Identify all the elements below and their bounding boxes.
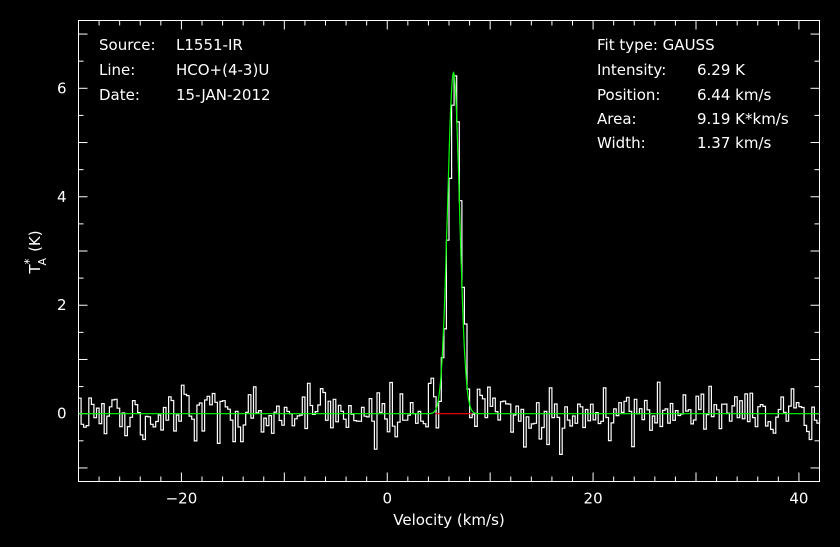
fit-value-width: 1.37 km/s bbox=[697, 134, 772, 152]
gaussian-fit-line bbox=[78, 71, 819, 415]
y-axis-label-unit: (K) bbox=[26, 230, 44, 252]
y-axis-label-star: * bbox=[22, 258, 36, 264]
fit-value-position: 6.44 km/s bbox=[697, 86, 772, 104]
tick-labels: −20 0 20 40 0 2 4 6 bbox=[57, 79, 809, 507]
info-value-date: 15-JAN-2012 bbox=[176, 86, 271, 104]
axis-ticks bbox=[78, 20, 820, 482]
info-key-source: Source: bbox=[99, 36, 156, 54]
plot-frame bbox=[78, 20, 820, 482]
y-tick-label: 4 bbox=[57, 188, 67, 206]
source-info: Source: L1551-IR Line: HCO+(4-3)U Date: … bbox=[99, 36, 271, 104]
x-axis-label: Velocity (km/s) bbox=[393, 511, 504, 529]
x-tick-label: −20 bbox=[166, 490, 198, 508]
fit-key-position: Position: bbox=[597, 86, 660, 104]
y-axis-label-sub: A bbox=[36, 257, 49, 265]
info-value-source: L1551-IR bbox=[176, 36, 243, 54]
x-tick-label: 40 bbox=[789, 490, 808, 508]
y-tick-label: 6 bbox=[57, 79, 67, 97]
fit-value-intensity: 6.29 K bbox=[697, 61, 746, 79]
fit-key-width: Width: bbox=[597, 134, 646, 152]
x-tick-label: 20 bbox=[584, 490, 603, 508]
info-value-line: HCO+(4-3)U bbox=[176, 61, 269, 79]
info-key-date: Date: bbox=[99, 86, 140, 104]
observed-spectrum-line bbox=[78, 75, 821, 455]
y-axis-label-main: T bbox=[26, 264, 44, 275]
y-tick-label: 0 bbox=[57, 405, 67, 423]
info-key-line: Line: bbox=[99, 61, 135, 79]
y-axis-label: T*A (K) bbox=[22, 230, 49, 274]
fit-info: Fit type: GAUSS Intensity: 6.29 K Positi… bbox=[597, 36, 789, 152]
x-tick-label: 0 bbox=[382, 490, 392, 508]
fit-key-area: Area: bbox=[597, 110, 637, 128]
fit-key-intensity: Intensity: bbox=[597, 61, 666, 79]
fit-value-area: 9.19 K*km/s bbox=[697, 110, 789, 128]
fit-type: Fit type: GAUSS bbox=[597, 36, 715, 54]
data-layer bbox=[78, 71, 821, 455]
y-tick-label: 2 bbox=[57, 296, 67, 314]
svg-text:T*A(K): T*A (K) bbox=[22, 230, 49, 274]
